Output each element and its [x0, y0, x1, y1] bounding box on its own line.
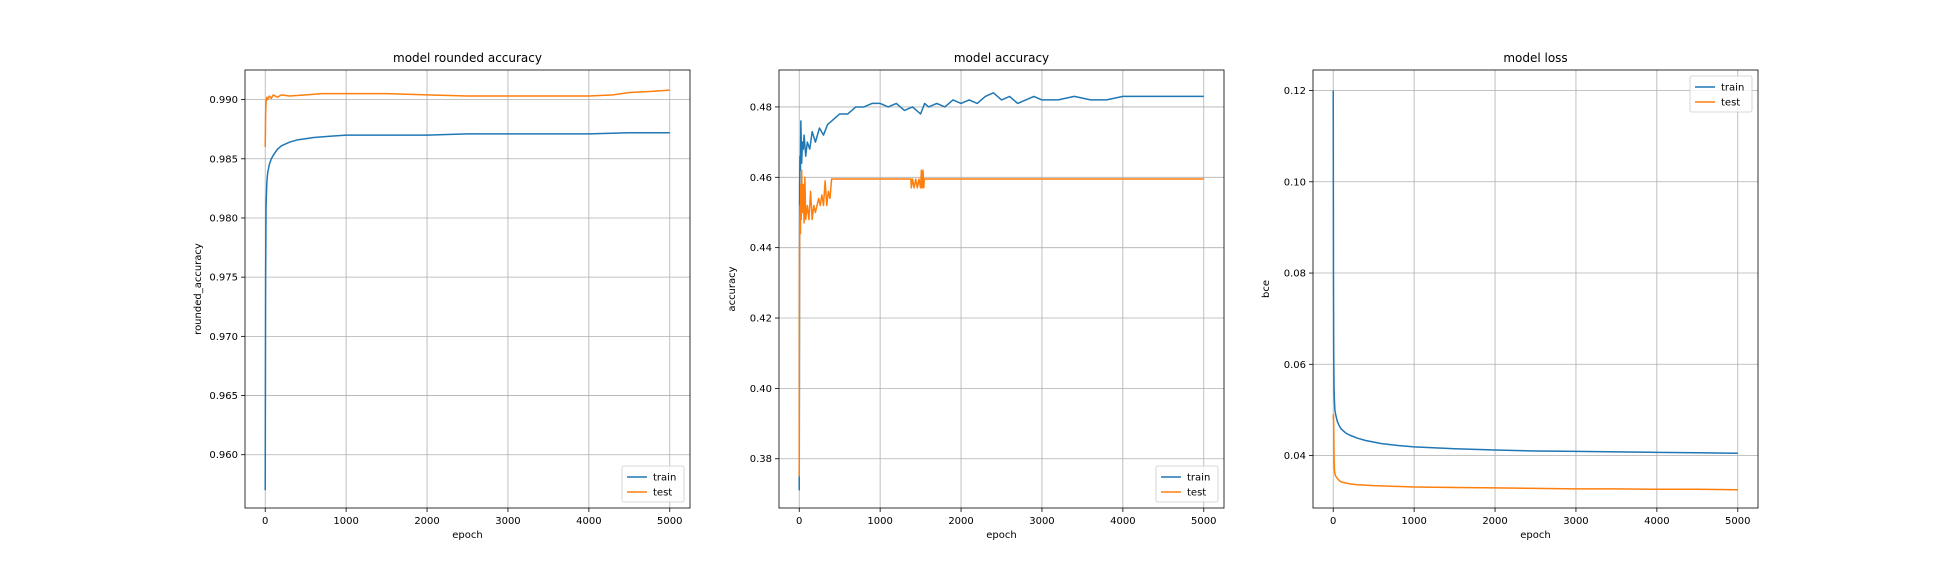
series-line-test: [1332, 413, 1738, 491]
chart-panel-3: 0 1000 2000 3000 4000 5000 0.04 0.06 0.08 0.10 0.1…: [1261, 51, 1759, 541]
x-tick-label: 2000: [948, 516, 973, 527]
legend-label-train: train: [1721, 83, 1744, 94]
plot-frame: [778, 69, 1225, 509]
x-tick-label: 5000: [1191, 516, 1216, 527]
y-tick-label: 0.40: [750, 384, 772, 395]
x-tick-label: 4000: [1110, 516, 1135, 527]
y-tick-label: 0.980: [209, 213, 238, 224]
x-tick-label: 5000: [657, 516, 682, 527]
y-tick-label: 0.38: [750, 454, 772, 465]
chart-panel-2: 0 1000 2000 3000 4000 5000 0.38 0.40 0.42 0.44 0.4…: [727, 51, 1225, 541]
x-tick-label: 3000: [495, 516, 520, 527]
series-line-train: [1332, 90, 1738, 454]
x-tick-label: 5000: [1725, 516, 1750, 527]
y-axis-label: rounded_accuracy: [193, 243, 204, 335]
y-tick-label: 0.975: [209, 273, 238, 284]
chart-panel-1: 0 1000 2000 3000 4000 5000 0.960 0.965 0.970 0.97…: [193, 51, 691, 541]
x-tick-label: 1000: [333, 516, 358, 527]
y-tick-label: 0.10: [1284, 177, 1306, 188]
x-tick-label: 0: [1330, 516, 1336, 527]
legend: train test: [1155, 465, 1219, 503]
y-tick-label: 0.42: [750, 314, 772, 325]
y-tick-label: 0.44: [750, 243, 772, 254]
legend-label-train: train: [653, 473, 676, 484]
chart-title: model loss: [1503, 51, 1567, 65]
x-tick-label: 2000: [414, 516, 439, 527]
legend-label-test: test: [653, 488, 672, 499]
x-axis-label: epoch: [1520, 530, 1550, 541]
legend-label-train: train: [1187, 473, 1210, 484]
series-line-train: [264, 131, 670, 491]
y-tick-label: 0.960: [209, 450, 238, 461]
y-tick-label: 0.46: [750, 173, 772, 184]
plot-frame: [1312, 69, 1759, 509]
y-tick-label: 0.985: [209, 154, 238, 165]
y-tick-label: 0.06: [1284, 360, 1306, 371]
legend-label-test: test: [1187, 488, 1206, 499]
legend: train test: [1689, 75, 1753, 113]
y-axis-label: bce: [1261, 280, 1272, 298]
y-tick-label: 0.990: [209, 95, 238, 106]
series-line-train: [798, 92, 1204, 491]
legend-box: [1155, 465, 1219, 503]
legend-label-test: test: [1721, 98, 1740, 109]
x-axis-label: epoch: [986, 530, 1016, 541]
y-axis-label: accuracy: [727, 266, 738, 311]
x-tick-label: 1000: [1401, 516, 1426, 527]
x-tick-label: 4000: [576, 516, 601, 527]
y-tick-label: 0.970: [209, 332, 238, 343]
legend-box: [621, 465, 685, 503]
x-tick-label: 4000: [1644, 516, 1669, 527]
plot-frame: [244, 69, 691, 509]
x-axis-label: epoch: [452, 530, 482, 541]
legend-box: [1689, 75, 1753, 113]
x-tick-label: 0: [796, 516, 802, 527]
y-tick-label: 0.965: [209, 391, 238, 402]
x-tick-label: 3000: [1563, 516, 1588, 527]
y-tick-label: 0.04: [1284, 451, 1306, 462]
x-tick-label: 1000: [867, 516, 892, 527]
legend: train test: [621, 465, 685, 503]
y-tick-label: 0.12: [1284, 86, 1306, 97]
x-tick-label: 0: [262, 516, 268, 527]
y-tick-label: 0.08: [1284, 269, 1306, 280]
chart-title: model rounded accuracy: [393, 51, 542, 65]
series-line-test: [798, 169, 1204, 477]
series-line-test: [264, 89, 670, 147]
x-tick-label: 2000: [1482, 516, 1507, 527]
x-tick-label: 3000: [1029, 516, 1054, 527]
chart-title: model accuracy: [954, 51, 1049, 65]
y-tick-label: 0.48: [750, 102, 772, 113]
